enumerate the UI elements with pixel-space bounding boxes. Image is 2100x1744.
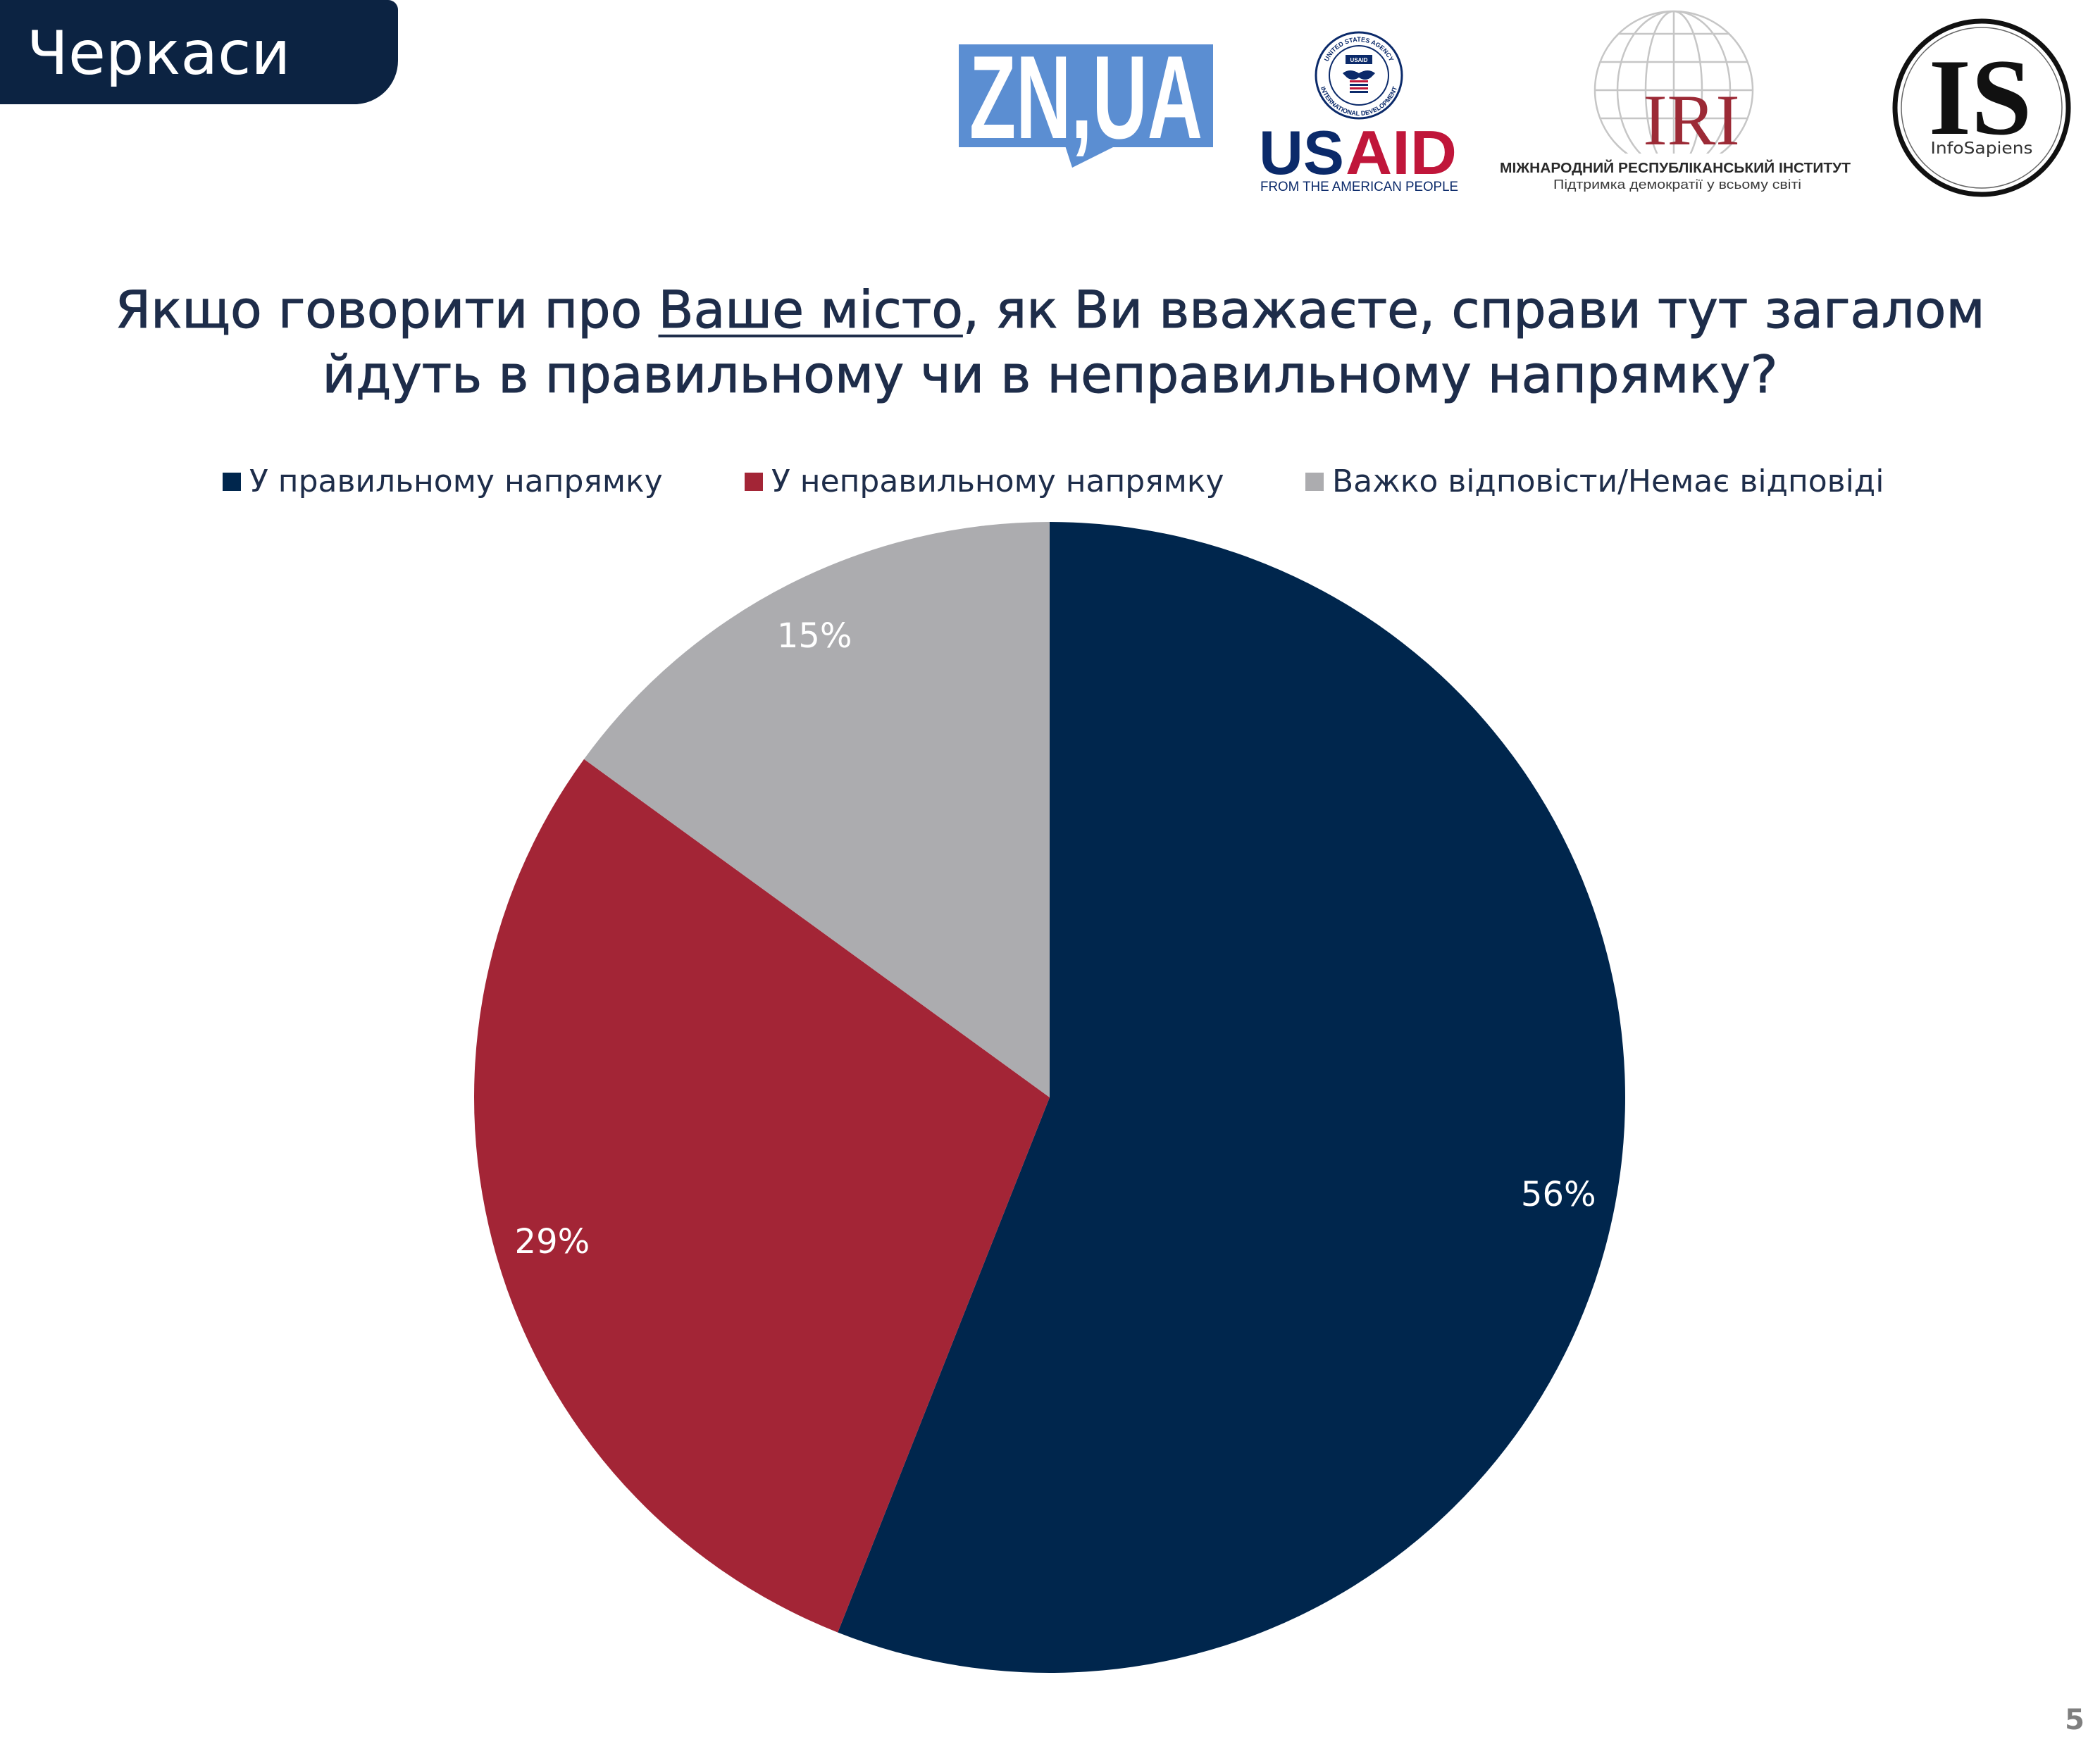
legend-item-right-direction: У правильному напрямку: [223, 461, 663, 503]
iri-name: МІЖНАРОДНИЙ РЕСПУБЛІКАНСЬКИЙ ІНСТИТУТ: [1500, 159, 1851, 176]
handshake-icon: [1343, 70, 1375, 80]
infosapiens-name: InfoSapiens: [1931, 139, 2033, 158]
partner-logos: ZN,UA UNITED STATES AGENCY INTERNATIONAL…: [959, 10, 2071, 197]
pie-slice-hard-to-say: [584, 522, 1050, 1097]
page-number: 5: [2065, 1704, 2085, 1736]
pie-slice-right-direction: [838, 522, 1625, 1673]
legend-swatch-right-direction: [223, 473, 241, 491]
title-line-1: Якщо говорити про Ваше місто, як Ви вваж…: [0, 278, 2100, 343]
data-label-hard-to-say: 15%: [777, 616, 852, 656]
region-tab: Черкаси: [0, 0, 398, 104]
legend-item-hard-to-say: Важко відповісти/Немає відповіді: [1305, 461, 1884, 503]
region-label: Черкаси: [27, 18, 291, 89]
title-line-2: йдуть в правильному чи в неправильному н…: [322, 345, 1778, 406]
legend-swatch-wrong-direction: [745, 473, 763, 491]
legend-item-wrong-direction: У неправильному напрямку: [745, 461, 1224, 503]
data-label-wrong-direction: 29%: [515, 1222, 590, 1262]
usaid-tagline: FROM THE AMERICAN PEOPLE: [1260, 180, 1458, 194]
globe-icon: [1593, 10, 1754, 154]
zn-ua-logo: ZN,UA: [959, 31, 1213, 168]
title-part-after: , як Ви вважаєте, справи тут загалом: [962, 280, 1985, 341]
pie-data-labels: 56% 29% 15%: [515, 616, 1596, 1262]
zn-ua-box: [959, 44, 1213, 147]
chart-title: Якщо говорити про Ваше місто, як Ви вваж…: [0, 278, 2100, 408]
iri-tagline: Підтримка демократії у всьому світі: [1553, 177, 1801, 192]
title-emphasis: Ваше місто: [658, 280, 963, 341]
legend-label: У правильному напрямку: [249, 463, 663, 499]
iri-wordmark: IRI: [1643, 80, 1739, 161]
zn-ua-bubble-tail: [1065, 146, 1116, 168]
title-part-before: Якщо говорити про: [115, 280, 659, 341]
infosapiens-mark: IS: [1929, 37, 2032, 158]
iri-logo: IRI МІЖНАРОДНИЙ РЕСПУБЛІКАНСЬКИЙ ІНСТИТУ…: [1500, 10, 1851, 192]
zn-ua-wordmark: ZN,UA: [969, 31, 1203, 163]
usaid-wordmark-us: US: [1259, 118, 1344, 187]
pie-slice-wrong-direction: [474, 759, 1050, 1633]
legend-label: У неправильному напрямку: [771, 463, 1224, 499]
legend-swatch-hard-to-say: [1305, 473, 1324, 491]
pie-slices: [474, 522, 1625, 1673]
usaid-wordmark-aid: AID: [1346, 118, 1457, 187]
data-label-right-direction: 56%: [1521, 1175, 1596, 1214]
legend-label: Важко відповісти/Немає відповіді: [1332, 463, 1884, 499]
usaid-seal-icon: UNITED STATES AGENCY INTERNATIONAL DEVEL…: [1315, 31, 1403, 120]
seal-badge-text: USAID: [1350, 57, 1368, 63]
usaid-logo: UNITED STATES AGENCY INTERNATIONAL DEVEL…: [1259, 31, 1458, 194]
infosapiens-logo: IS InfoSapiens: [1892, 18, 2071, 197]
